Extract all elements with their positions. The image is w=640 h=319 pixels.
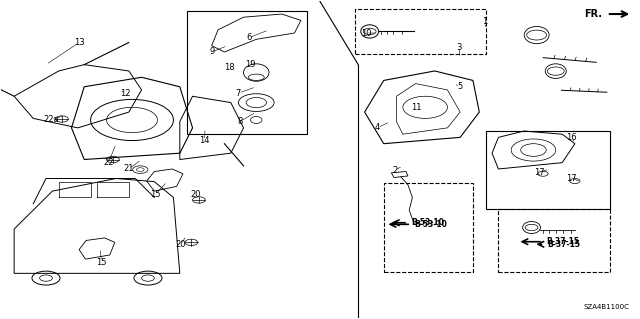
Text: 15: 15 <box>150 190 161 199</box>
Text: 7: 7 <box>236 89 241 98</box>
Text: 9: 9 <box>209 48 214 56</box>
Text: 18: 18 <box>224 63 235 72</box>
Text: FR.: FR. <box>584 9 602 19</box>
Text: 4: 4 <box>375 123 380 132</box>
Text: 11: 11 <box>411 103 422 112</box>
Text: 16: 16 <box>566 133 577 142</box>
Text: B-37-15: B-37-15 <box>547 240 580 249</box>
Text: B-53-10: B-53-10 <box>411 218 444 227</box>
Text: 19: 19 <box>244 60 255 69</box>
Text: SZA4B1100C: SZA4B1100C <box>583 304 629 310</box>
Text: 14: 14 <box>199 136 209 145</box>
Text: 5: 5 <box>458 82 463 91</box>
Text: 13: 13 <box>74 38 84 47</box>
Bar <box>355 9 486 54</box>
Text: 3: 3 <box>456 43 461 52</box>
Text: 22a: 22a <box>44 115 59 124</box>
Text: 8: 8 <box>237 117 243 126</box>
Text: 12: 12 <box>120 89 131 98</box>
Text: 21: 21 <box>124 165 134 174</box>
Text: 22: 22 <box>103 158 114 167</box>
Text: 2: 2 <box>392 166 397 175</box>
Text: 20: 20 <box>176 241 186 249</box>
Bar <box>486 131 610 209</box>
Text: 17: 17 <box>534 168 545 177</box>
Text: 10: 10 <box>360 28 371 38</box>
Text: 1: 1 <box>482 18 487 26</box>
Text: B-53-10: B-53-10 <box>414 220 447 229</box>
Bar <box>499 209 610 272</box>
Bar <box>384 183 473 272</box>
Text: B-37-15: B-37-15 <box>546 237 579 246</box>
Bar <box>188 11 307 134</box>
Text: 15: 15 <box>96 258 107 267</box>
Text: 17: 17 <box>566 174 577 183</box>
Text: 20: 20 <box>191 190 201 199</box>
Text: 6: 6 <box>246 33 252 42</box>
